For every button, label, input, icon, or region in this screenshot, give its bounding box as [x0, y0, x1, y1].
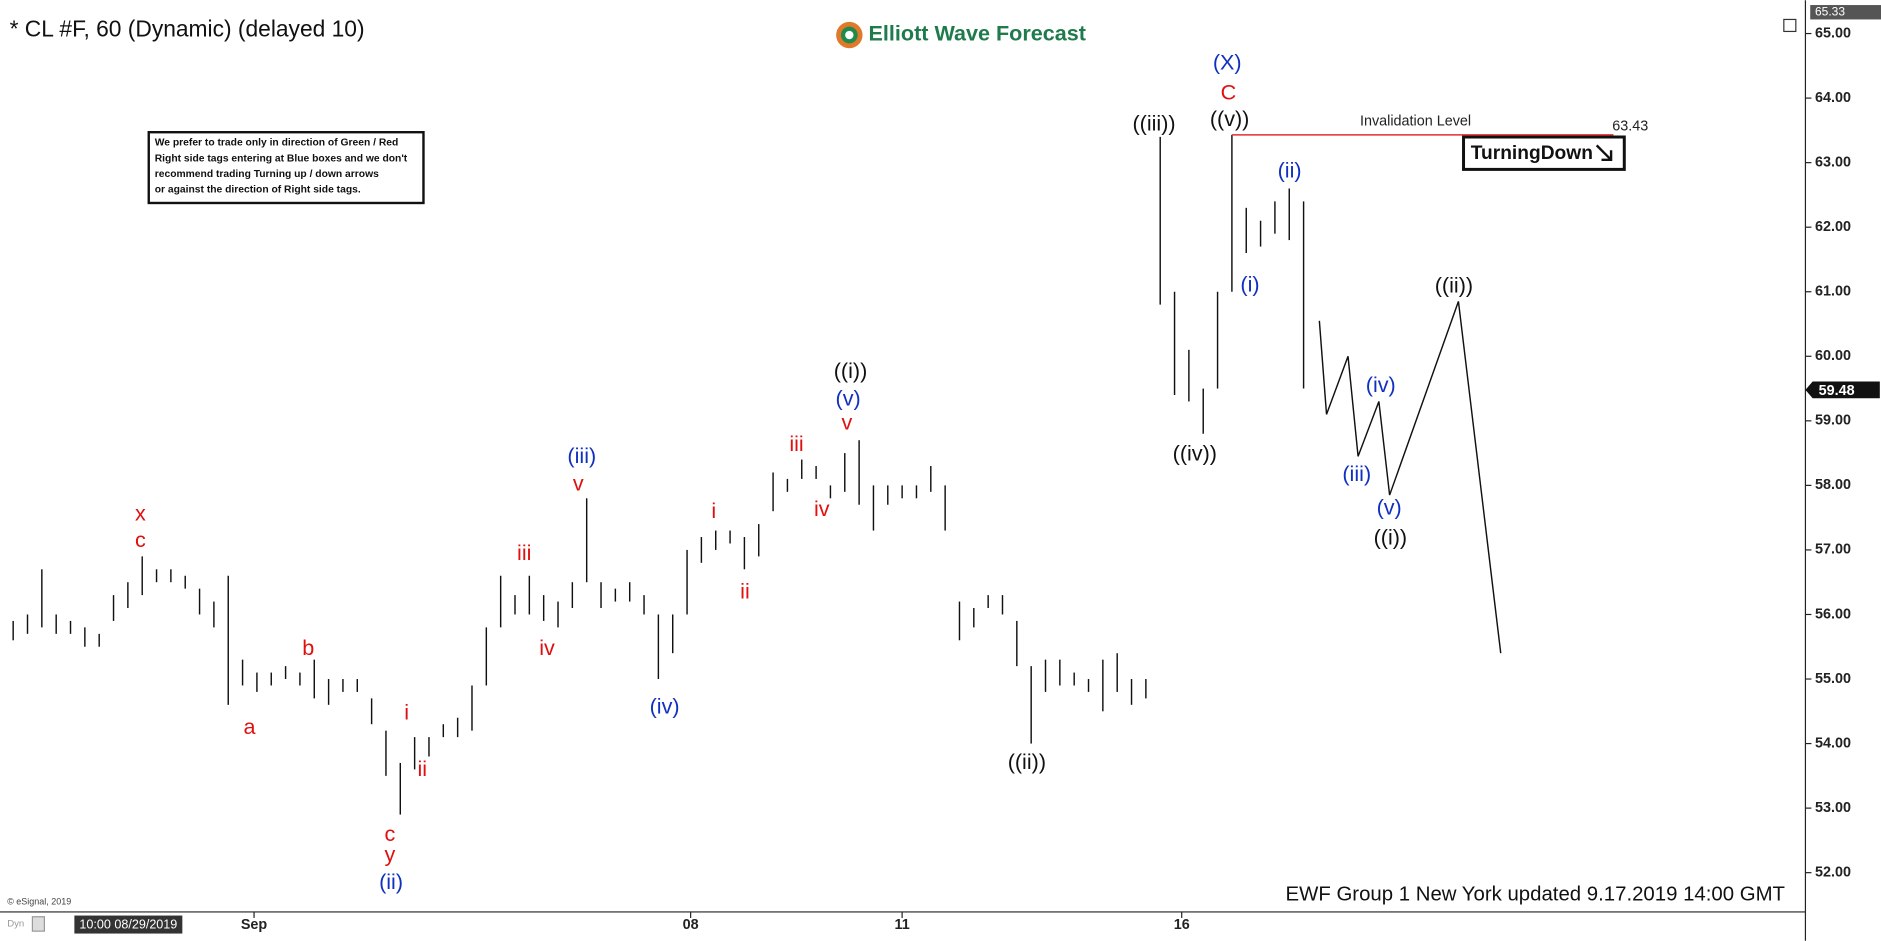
wave-label: iv [539, 635, 555, 660]
wave-label: b [302, 635, 314, 660]
signal-box [1462, 135, 1626, 171]
y-tick-label: 64.00 [1815, 90, 1851, 106]
wave-label: v [842, 409, 853, 434]
wave-label: v [573, 471, 584, 496]
y-tick-label: 56.00 [1815, 606, 1851, 622]
wave-label: (iii) [1342, 461, 1371, 486]
projection-path [1318, 301, 1502, 654]
wave-label: ((ii)) [1435, 273, 1473, 298]
brand: Elliott Wave Forecast [869, 21, 1086, 46]
x-tick-label: 16 [1174, 917, 1190, 933]
wave-label: ((iv)) [1173, 441, 1217, 466]
invalidation-label: Invalidation Level [1360, 113, 1471, 129]
y-tick-label: 59.00 [1815, 413, 1851, 429]
x-tick-label: Sep [241, 917, 268, 933]
top-price-tag [1810, 5, 1881, 20]
wave-label: (iv) [1366, 372, 1396, 397]
wave-label: ii [417, 756, 427, 781]
wave-label: ((ii)) [1008, 749, 1046, 774]
wave-label: (ii) [1278, 157, 1302, 182]
wave-label: ((v)) [1210, 106, 1250, 131]
wave-label: i [711, 498, 716, 523]
wave-label: i [404, 700, 409, 725]
y-tick-label: 53.00 [1815, 800, 1851, 816]
wave-label: (ii) [379, 869, 403, 894]
signal-arrow [1595, 144, 1613, 161]
note-line: or against the direction of Right side t… [155, 185, 361, 196]
wave-label: iii [789, 431, 803, 456]
last-price-label: 59.48 [1819, 383, 1855, 399]
y-tick-label: 62.00 [1815, 219, 1851, 235]
y-tick-label: 54.00 [1815, 735, 1851, 751]
logo: Elliott Wave Forecast [836, 21, 1086, 49]
note-line: We prefer to trade only in direction of … [155, 138, 399, 149]
y-tick-label: 60.00 [1815, 348, 1851, 364]
wave-label: (v) [1377, 495, 1402, 520]
y-tick-label: 55.00 [1815, 671, 1851, 687]
wave-label: (iv) [650, 694, 680, 719]
note-box [147, 131, 425, 205]
wave-label: (X) [1213, 50, 1242, 75]
wave-label: c [384, 821, 395, 846]
invalidation-value: 63.43 [1612, 118, 1648, 134]
start-label-box [74, 915, 183, 934]
note: We prefer to trade only in direction of … [155, 138, 408, 196]
y-tick-label: 52.00 [1815, 864, 1851, 880]
logo-icon-core [845, 30, 854, 40]
wave-label: (i) [1240, 271, 1259, 296]
y-tick-label: 57.00 [1815, 542, 1851, 558]
wave-label: a [244, 714, 256, 739]
y-tick-label: 61.00 [1815, 284, 1851, 300]
plot: Invalidation Level 63.43xcabiiicy(ii)iiii… [12, 50, 1648, 894]
scroll-button[interactable] [31, 916, 45, 932]
chart-title: * CL #F, 60 (Dynamic) (delayed 10) [10, 15, 365, 41]
wave-label: C [1221, 80, 1237, 105]
wave-label: ii [740, 579, 750, 604]
start-label: 10:00 08/29/2019 [79, 917, 177, 931]
wave-label: ((i)) [1374, 525, 1408, 550]
note-line: recommend trading Turning up / down arro… [155, 169, 379, 180]
wave-label: ((i)) [834, 358, 868, 383]
y-tick-label: 65.00 [1815, 25, 1851, 41]
wave-label: x [135, 501, 146, 526]
y-tick-label: 58.00 [1815, 477, 1851, 493]
last-price-tag [1805, 381, 1880, 399]
wave-label: iv [814, 496, 830, 521]
x-tick-label: 11 [895, 917, 910, 933]
wave-label: (iii) [567, 443, 596, 468]
menu-icon[interactable] [1783, 18, 1797, 33]
footer: EWF Group 1 New York updated 9.17.2019 1… [1286, 884, 1785, 906]
copyright: © eSignal, 2019 [7, 897, 71, 907]
x-tick-label: 08 [683, 917, 699, 933]
wave-label: y [384, 841, 395, 866]
wave-label: c [135, 527, 146, 552]
note-line: Right side tags entering at Blue boxes a… [155, 153, 408, 164]
wave-label: ((iii)) [1132, 111, 1175, 136]
wave-label: (v) [836, 385, 861, 410]
top-price-label: 65.33 [1815, 4, 1845, 18]
signal-text: TurningDown [1471, 143, 1593, 164]
wave-label: iii [517, 540, 531, 565]
interval-tag: Dyn [7, 918, 24, 929]
y-tick-label: 63.00 [1815, 154, 1851, 170]
